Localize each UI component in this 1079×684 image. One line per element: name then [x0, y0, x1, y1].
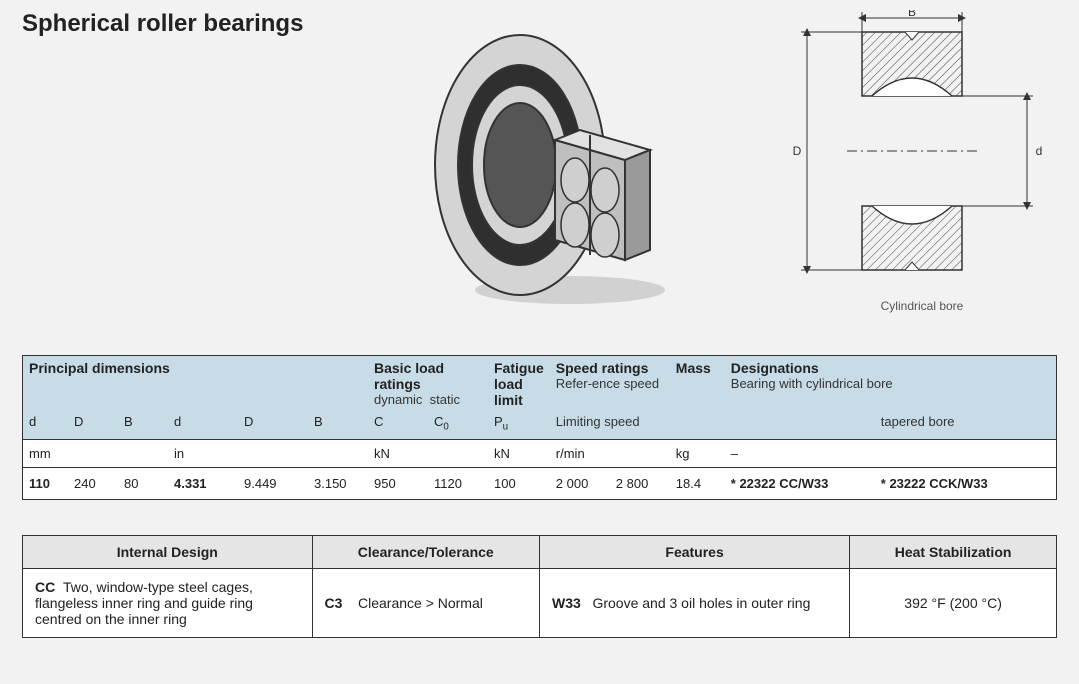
- unit-kN1: kN: [368, 439, 488, 467]
- val-desig-cyl: * 22322 CC/W33: [725, 467, 875, 499]
- hdr-desig-sub: Bearing with cylindrical bore: [731, 376, 893, 391]
- bearing-schematic: B D d Cylindrical bore: [787, 10, 1057, 310]
- hdr-fatigue: Fatigue load limit: [494, 360, 544, 408]
- sym-Pu: Pu: [488, 412, 550, 439]
- hdr-features: Features: [539, 536, 849, 569]
- val-Pu: 100: [488, 467, 550, 499]
- val-d-in: 4.331: [168, 467, 238, 499]
- val-C: 950: [368, 467, 428, 499]
- table-units-row: mm in kN kN r/min kg –: [23, 439, 1056, 467]
- page-title: Spherical roller bearings: [22, 10, 303, 38]
- sym-B-in: B: [308, 412, 368, 439]
- val-desig-tap: * 23222 CCK/W33: [875, 467, 1056, 499]
- unit-kN2: kN: [488, 439, 550, 467]
- unit-rmin: r/min: [550, 439, 670, 467]
- unit-dash: –: [725, 439, 1056, 467]
- text-internal: Two, window-type steel cages, flangeless…: [35, 579, 253, 627]
- sym-d-mm: d: [23, 412, 68, 439]
- hdr-static: static: [430, 392, 460, 407]
- cell-internal-design: CC Two, window-type steel cages, flangel…: [23, 569, 313, 638]
- val-ref-speed: 2 000: [550, 467, 610, 499]
- schematic-caption: Cylindrical bore: [787, 299, 1057, 313]
- dim-label-B: B: [908, 10, 916, 19]
- unit-kg: kg: [670, 439, 725, 467]
- hdr-mass: Mass: [676, 360, 711, 376]
- sym-d-in: d: [168, 412, 238, 439]
- sym-D-in: D: [238, 412, 308, 439]
- table-symbol-row: d D B d D B C C0 Pu Limiting speed taper…: [23, 412, 1056, 439]
- hdr-speed-lim: Limiting speed: [550, 412, 670, 439]
- val-lim-speed: 2 800: [610, 467, 670, 499]
- cell-heat: 392 °F (200 °C): [850, 569, 1057, 638]
- text-clearance: Clearance > Normal: [358, 595, 483, 611]
- dim-label-D: D: [793, 144, 802, 158]
- hdr-basic-load: Basic load ratings: [374, 360, 444, 392]
- cell-features: W33 Groove and 3 oil holes in outer ring: [539, 569, 849, 638]
- table-header-row: Principal dimensions Basic load ratings …: [23, 356, 1056, 412]
- text-features: Groove and 3 oil holes in outer ring: [592, 595, 810, 611]
- sym-D-mm: D: [68, 412, 118, 439]
- hdr-internal-design: Internal Design: [23, 536, 313, 569]
- val-C0: 1120: [428, 467, 488, 499]
- hdr-speed-ref: Refer-ence speed: [556, 376, 659, 391]
- dim-label-d: d: [1036, 144, 1043, 158]
- code-features: W33: [552, 595, 581, 611]
- hdr-speed: Speed ratings: [556, 360, 649, 376]
- features-table: Internal Design Clearance/Tolerance Feat…: [22, 535, 1057, 638]
- hdr-heat: Heat Stabilization: [850, 536, 1057, 569]
- hdr-clearance: Clearance/Tolerance: [312, 536, 539, 569]
- unit-mm: mm: [23, 439, 168, 467]
- val-d-mm: 110: [23, 467, 68, 499]
- hdr-dynamic: dynamic: [374, 392, 422, 407]
- cell-clearance: C3 Clearance > Normal: [312, 569, 539, 638]
- unit-in: in: [168, 439, 368, 467]
- bearing-3d-illustration: [420, 20, 680, 310]
- code-internal: CC: [35, 579, 55, 595]
- sym-B-mm: B: [118, 412, 168, 439]
- features-data-row: CC Two, window-type steel cages, flangel…: [23, 569, 1057, 638]
- dimensions-table: Principal dimensions Basic load ratings …: [22, 355, 1057, 500]
- table-data-row: 110 240 80 4.331 9.449 3.150 950 1120 10…: [23, 467, 1056, 499]
- hdr-desig: Designations: [731, 360, 819, 376]
- val-mass: 18.4: [670, 467, 725, 499]
- val-D-in: 9.449: [238, 467, 308, 499]
- hdr-desig-tap: tapered bore: [875, 412, 1056, 439]
- code-clearance: C3: [325, 595, 343, 611]
- sym-C0: C0: [428, 412, 488, 439]
- val-D-mm: 240: [68, 467, 118, 499]
- features-header-row: Internal Design Clearance/Tolerance Feat…: [23, 536, 1057, 569]
- sym-C: C: [368, 412, 428, 439]
- hdr-principal: Principal dimensions: [29, 360, 170, 376]
- val-B-mm: 80: [118, 467, 168, 499]
- val-B-in: 3.150: [308, 467, 368, 499]
